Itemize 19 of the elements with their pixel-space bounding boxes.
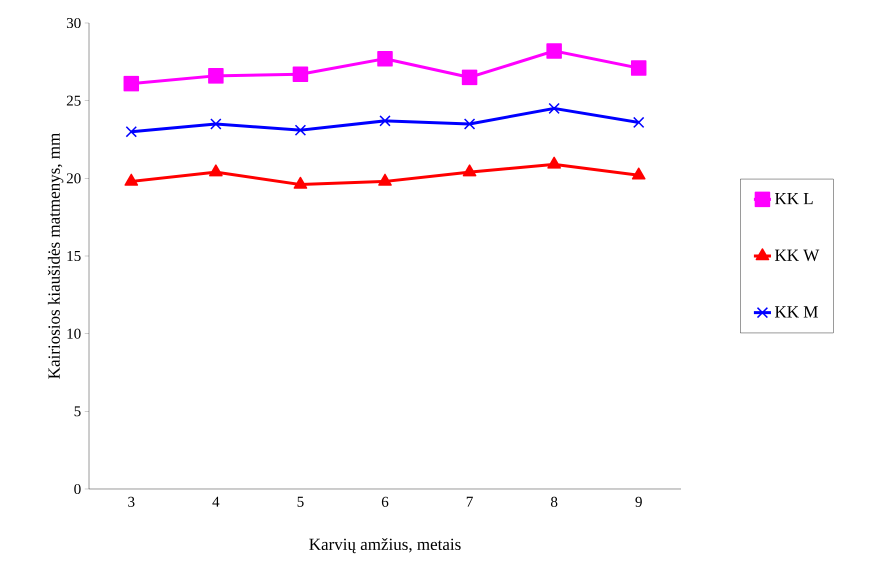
x-tick-label: 7 <box>466 496 473 507</box>
y-tick-label: 25 <box>66 96 81 106</box>
legend-label: KK W <box>774 250 820 262</box>
x-axis-title: Karvių amžius, metais <box>309 538 461 554</box>
y-tick-label: 5 <box>74 406 81 416</box>
y-tick-label: 15 <box>68 250 81 262</box>
x-tick-label: 9 <box>635 496 642 507</box>
x-tick-label: 8 <box>550 496 558 507</box>
y-tick-label: 30 <box>66 18 81 28</box>
x-tick-label: 6 <box>382 496 388 507</box>
x-tick-label: 5 <box>298 496 304 507</box>
x-tick-label: 3 <box>128 496 134 507</box>
y-tick-label: 10 <box>68 328 81 339</box>
y-tick-label: 0 <box>74 484 81 494</box>
y-tick-label: 20 <box>66 173 81 184</box>
y-axis-title: Kairiosios kiaušidės matmenys, mm <box>48 133 64 379</box>
legend-label: KK L <box>774 193 813 204</box>
x-tick-label: 4 <box>212 496 220 507</box>
legend-label: KK M <box>774 306 818 318</box>
